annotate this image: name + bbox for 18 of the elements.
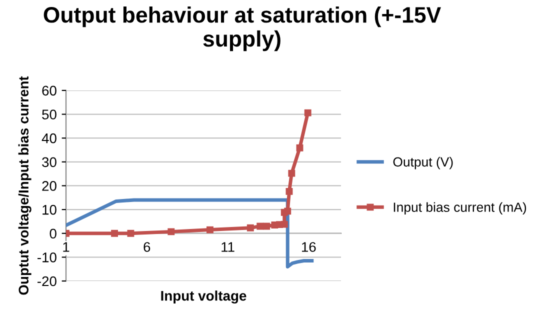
y-tick-label: 10 [42,204,56,215]
y-tick-label: 30 [42,157,56,168]
y-tick-label: 50 [42,110,56,120]
x-axis-title: Input voltage [161,290,246,304]
x-tick-label: 11 [222,242,234,252]
y-tick-label: -20 [38,276,56,286]
legend-label: Input bias current (mA) [394,202,526,215]
x-tick-label: 6 [144,242,150,252]
x-tick-label: 16 [302,242,316,252]
y-tick-label: 0 [50,228,56,239]
y-tick-label: 40 [42,133,56,144]
x-tick-label: 1 [63,242,70,252]
y-tick-label: 60 [42,86,56,96]
y-tick-label: 20 [42,181,56,191]
y-axis-title: Ouptut voltage/Input bias current [18,76,32,295]
legend-label: Output (V) [393,156,453,170]
chart-title: Output behaviour at saturation (+-15V supply) [44,6,441,52]
y-tick-label: -10 [38,252,56,262]
